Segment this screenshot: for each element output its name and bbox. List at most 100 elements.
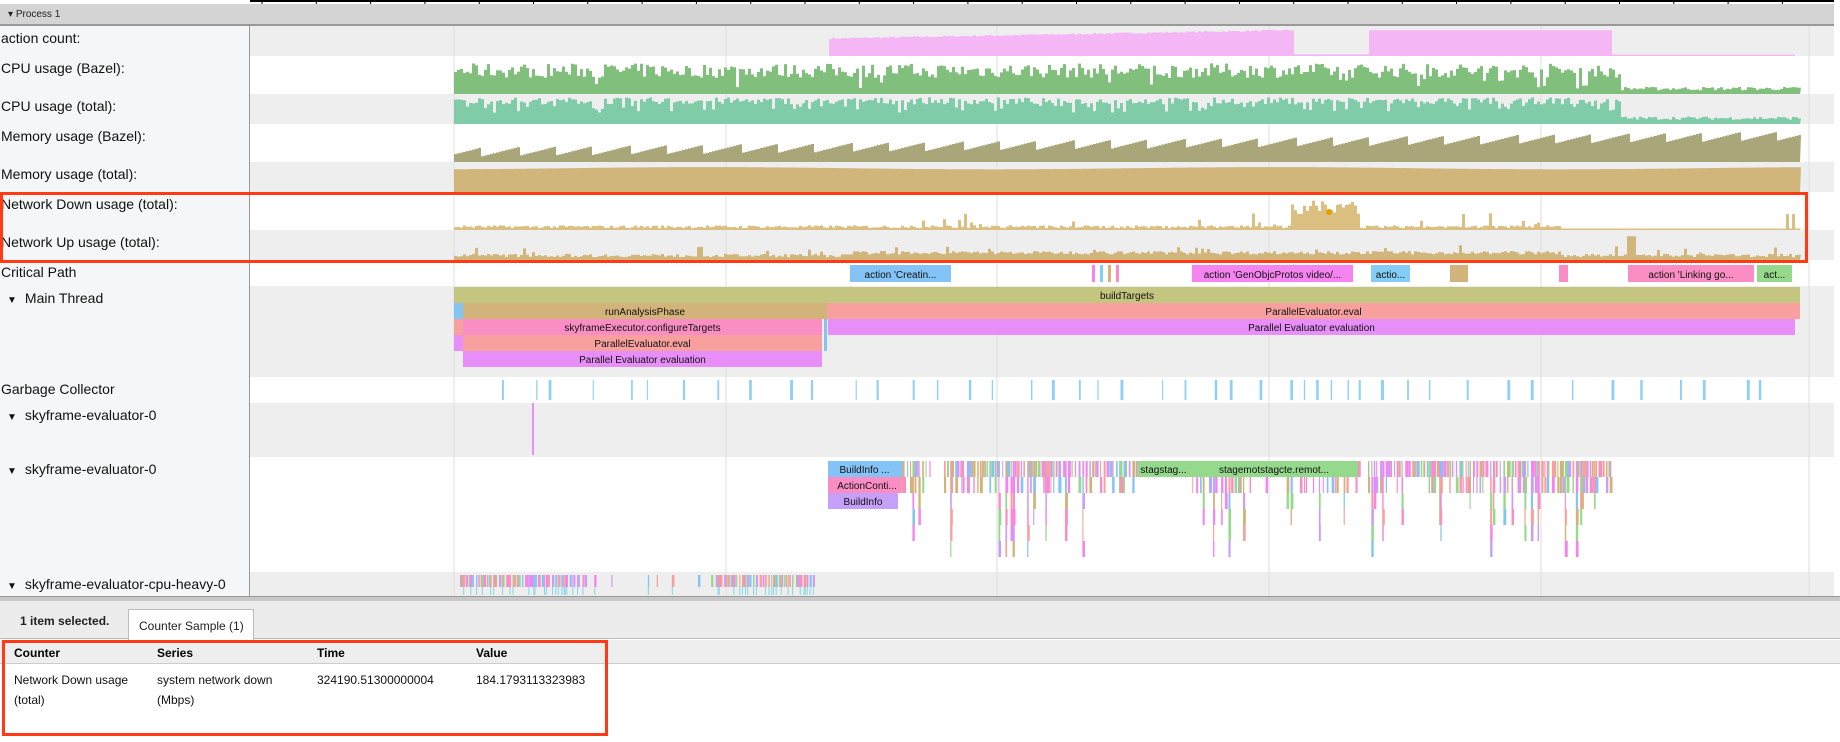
cpu-heavy-slice[interactable] bbox=[508, 575, 511, 587]
cpu-heavy-slice[interactable] bbox=[534, 587, 536, 595]
main-thread-slice[interactable] bbox=[463, 335, 822, 351]
evaluator-slice[interactable] bbox=[1575, 509, 1579, 525]
cpu-heavy-slice[interactable] bbox=[764, 575, 767, 587]
evaluator-slice[interactable] bbox=[1595, 461, 1598, 477]
gc-slice[interactable] bbox=[912, 380, 915, 400]
evaluator-slice[interactable] bbox=[1243, 477, 1245, 493]
evaluator-slice[interactable] bbox=[1020, 461, 1023, 477]
evaluator-slice[interactable] bbox=[1055, 461, 1058, 477]
evaluator-slice[interactable] bbox=[1567, 477, 1570, 493]
gc-slice[interactable] bbox=[536, 380, 538, 400]
evaluator-slice[interactable] bbox=[1508, 461, 1511, 477]
evaluator-slice[interactable] bbox=[1221, 509, 1223, 525]
cpu-heavy-slice[interactable] bbox=[781, 575, 784, 587]
cpu-heavy-slice[interactable] bbox=[564, 587, 566, 595]
evaluator-slice[interactable] bbox=[1583, 477, 1586, 493]
evaluator-slice[interactable] bbox=[1582, 461, 1584, 477]
evaluator-slice[interactable] bbox=[1524, 461, 1527, 477]
cpu-heavy-slice[interactable] bbox=[804, 575, 807, 587]
evaluator-slice[interactable] bbox=[1455, 461, 1458, 477]
evaluator-slice[interactable] bbox=[1449, 477, 1451, 493]
gc-slice[interactable] bbox=[1428, 380, 1431, 400]
evaluator-slice[interactable] bbox=[1517, 477, 1521, 493]
evaluator-slice[interactable] bbox=[1234, 477, 1238, 493]
evaluator-slice[interactable] bbox=[1067, 461, 1071, 477]
evaluator-slice[interactable] bbox=[1401, 493, 1404, 509]
network-up-graph[interactable] bbox=[454, 236, 1801, 260]
evaluator-slice[interactable] bbox=[1572, 477, 1574, 493]
evaluator-slice[interactable] bbox=[1059, 477, 1062, 493]
evaluator-slice[interactable] bbox=[1527, 461, 1529, 477]
evaluator-slice[interactable] bbox=[1010, 461, 1012, 477]
evaluator-slice[interactable] bbox=[1228, 509, 1232, 525]
evaluator-slice[interactable] bbox=[925, 461, 927, 477]
evaluator-slice[interactable] bbox=[1382, 461, 1385, 477]
evaluator-slice[interactable] bbox=[1490, 525, 1493, 541]
evaluator-slice[interactable] bbox=[968, 477, 970, 493]
evaluator-slice[interactable] bbox=[1132, 461, 1135, 477]
evaluator-slice[interactable] bbox=[1459, 461, 1461, 477]
cpu-heavy-slice[interactable] bbox=[541, 575, 545, 587]
evaluator-slice[interactable] bbox=[1045, 509, 1047, 525]
cpu-heavy-slice[interactable] bbox=[493, 587, 495, 595]
evaluator-slice[interactable] bbox=[1045, 477, 1047, 493]
evaluator-slice[interactable] bbox=[1541, 477, 1544, 493]
evaluator-slice[interactable] bbox=[963, 477, 965, 493]
gc-slice[interactable] bbox=[1184, 380, 1187, 400]
evaluator-slice[interactable] bbox=[1401, 477, 1403, 493]
evaluator-slice[interactable] bbox=[1010, 493, 1013, 509]
evaluator-slice[interactable] bbox=[979, 461, 982, 477]
evaluator-slice[interactable] bbox=[955, 477, 959, 493]
process-header[interactable]: ▾ Process 1 bbox=[0, 4, 1834, 26]
evaluator-slice[interactable] bbox=[1012, 461, 1015, 477]
evaluator-slice[interactable] bbox=[1336, 477, 1339, 493]
evaluator-slice[interactable] bbox=[1371, 493, 1374, 509]
evaluator-slice[interactable] bbox=[946, 461, 950, 477]
evaluator-slice[interactable] bbox=[1521, 461, 1525, 477]
evaluator-slice[interactable] bbox=[1479, 461, 1483, 477]
evaluator-slice[interactable] bbox=[1343, 509, 1345, 525]
evaluator-slice[interactable] bbox=[961, 477, 963, 493]
evaluator-slice[interactable] bbox=[1593, 493, 1596, 509]
evaluator-slice[interactable] bbox=[912, 493, 915, 509]
evaluator-slice[interactable] bbox=[914, 477, 917, 493]
evaluator-slice[interactable] bbox=[1495, 461, 1498, 477]
cpu-heavy-slice[interactable] bbox=[572, 587, 574, 595]
evaluator-slice[interactable] bbox=[1017, 477, 1020, 493]
evaluator-slice[interactable] bbox=[1371, 541, 1374, 557]
evaluator-slice[interactable] bbox=[1472, 461, 1475, 477]
evaluator-slice[interactable] bbox=[1082, 477, 1084, 493]
evaluator-slice[interactable] bbox=[1575, 477, 1579, 493]
cpu-heavy-slice[interactable] bbox=[476, 587, 478, 595]
evaluator-slice[interactable] bbox=[1224, 493, 1228, 509]
evaluator-slice[interactable] bbox=[1221, 477, 1224, 493]
evaluator-slice[interactable] bbox=[1286, 493, 1289, 509]
cpu-heavy-slice[interactable] bbox=[472, 575, 474, 587]
cpu-heavy-slice[interactable] bbox=[503, 575, 505, 587]
evaluator-slice[interactable] bbox=[1380, 477, 1383, 493]
gc-slice[interactable] bbox=[682, 380, 686, 400]
selected-sample-marker[interactable] bbox=[1326, 209, 1332, 215]
evaluator-slice[interactable] bbox=[998, 541, 1002, 557]
critical-path-slice[interactable] bbox=[850, 265, 951, 282]
evaluator-slice[interactable] bbox=[996, 461, 999, 477]
evaluator-slice[interactable] bbox=[1373, 493, 1377, 509]
evaluator-slice[interactable] bbox=[1035, 461, 1038, 477]
critical-path-slice[interactable] bbox=[1559, 265, 1568, 282]
evaluator-slice[interactable] bbox=[1371, 525, 1374, 541]
evaluator-slice[interactable] bbox=[1572, 461, 1575, 477]
cpu-heavy-slice[interactable] bbox=[555, 587, 557, 595]
evaluator-slice[interactable] bbox=[1210, 477, 1213, 493]
cpu-heavy-slice[interactable] bbox=[799, 587, 801, 595]
evaluator-slice[interactable] bbox=[1482, 477, 1484, 493]
cpu-heavy-slice[interactable] bbox=[755, 575, 759, 587]
evaluator-slice[interactable] bbox=[971, 461, 974, 477]
evaluator-slice[interactable] bbox=[990, 461, 992, 477]
evaluator-slice[interactable] bbox=[1096, 461, 1099, 477]
gc-slice[interactable] bbox=[717, 380, 720, 400]
evaluator-slice[interactable] bbox=[1095, 461, 1098, 477]
evaluator-slice[interactable] bbox=[1564, 541, 1568, 557]
evaluator-slice[interactable] bbox=[1346, 477, 1349, 493]
evaluator-slice[interactable] bbox=[1564, 509, 1567, 525]
evaluator-slice[interactable] bbox=[1534, 461, 1537, 477]
